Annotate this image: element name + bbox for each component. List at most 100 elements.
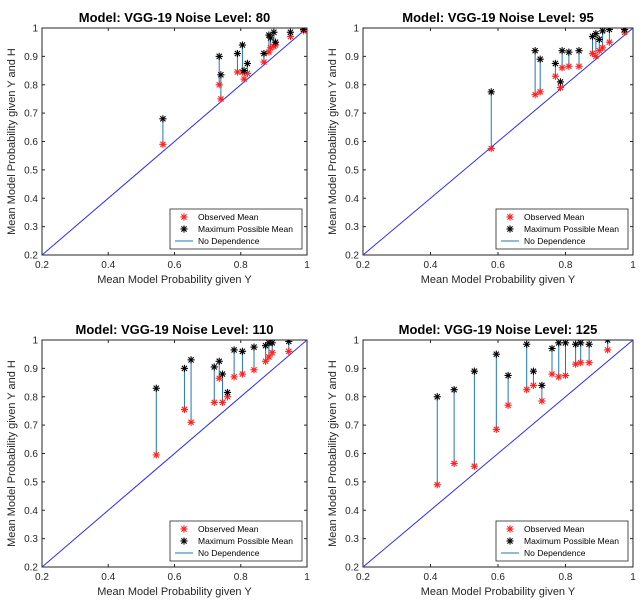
max-possible-mean-point (504, 371, 512, 380)
chart-title: Model: VGG-19 Noise Level: 80 (79, 10, 270, 25)
max-possible-mean-point (230, 346, 238, 354)
max-possible-mean-point (223, 388, 232, 397)
y-tick-label: 0.2 (24, 251, 38, 262)
max-possible-mean-point (572, 340, 580, 348)
max-possible-mean-point (260, 49, 268, 58)
legend-label: Maximum Possible Mean (198, 536, 293, 546)
no-dependence-line (42, 340, 307, 567)
observed-mean-point (556, 83, 565, 92)
observed-mean-point (572, 360, 580, 368)
x-tick-label: 0.4 (101, 260, 115, 271)
legend-observed-marker (180, 525, 188, 533)
y-tick-label: 0.8 (345, 392, 359, 403)
y-tick-label: 0.6 (24, 449, 38, 460)
legend-observed-marker (506, 525, 514, 533)
max-possible-mean-point (585, 340, 593, 348)
legend-max-marker (180, 537, 188, 545)
max-possible-mean-point (575, 47, 583, 55)
y-tick-label: 0.8 (345, 80, 359, 91)
x-tick-label: 0.8 (234, 260, 248, 271)
observed-mean-point (218, 398, 227, 407)
legend-label: Maximum Possible Mean (524, 536, 619, 546)
observed-mean-point (215, 374, 223, 382)
observed-mean-point (529, 381, 538, 389)
legend-label: No Dependence (198, 236, 260, 246)
observed-mean-point (577, 359, 585, 367)
observed-mean-point (230, 373, 238, 381)
legend-observed-marker (180, 213, 188, 221)
max-possible-mean-point (187, 356, 195, 364)
y-axis-label: Mean Model Probability given Y and H (6, 360, 18, 547)
x-axis-label: Mean Model Probability given Y (97, 586, 252, 598)
y-tick-label: 0.8 (24, 392, 38, 403)
y-tick-label: 0.8 (24, 80, 38, 91)
legend-box (169, 520, 303, 562)
x-tick-label: 0.8 (559, 572, 573, 583)
observed-mean-point (159, 140, 167, 148)
y-axis-label: Mean Model Probability given Y and H (6, 48, 18, 235)
legend-label: Observed Mean (198, 212, 259, 222)
observed-mean-point (585, 359, 593, 367)
x-tick-label: 0.2 (35, 260, 49, 271)
observed-mean-point (450, 459, 458, 468)
plot-area (363, 28, 633, 255)
max-possible-mean-point (538, 381, 546, 389)
max-possible-mean-point (159, 115, 167, 123)
observed-mean-point (260, 58, 268, 66)
x-tick-label: 1 (630, 260, 636, 271)
x-tick-label: 1 (304, 572, 310, 583)
observed-mean-point (487, 144, 495, 153)
max-possible-mean-point (271, 38, 280, 46)
x-tick-label: 0.2 (35, 572, 49, 583)
max-possible-mean-point (268, 340, 276, 347)
legend-label: Observed Mean (524, 212, 585, 222)
max-possible-mean-point (238, 41, 247, 49)
y-tick-label: 0.3 (24, 222, 38, 233)
legend-label: No Dependence (524, 548, 586, 558)
observed-mean-point (504, 401, 512, 409)
max-possible-mean-point (577, 340, 585, 347)
max-possible-mean-point (529, 367, 538, 375)
y-tick-label: 0.5 (24, 165, 38, 176)
legend-max-marker (180, 225, 188, 233)
legend-box (169, 208, 303, 250)
legend-label: No Dependence (198, 548, 260, 558)
observed-mean-point (180, 405, 189, 414)
max-possible-mean-point (548, 344, 556, 353)
x-tick-label: 0.6 (168, 572, 182, 583)
legend-max-marker (506, 225, 514, 233)
y-tick-label: 0.4 (24, 506, 38, 517)
observed-mean-point (210, 398, 218, 407)
max-possible-mean-point (604, 340, 612, 344)
x-tick-label: 0.6 (491, 260, 505, 271)
max-possible-mean-point (300, 28, 307, 34)
observed-mean-point (217, 95, 225, 103)
y-tick-label: 0.3 (24, 534, 38, 545)
y-tick-label: 0.3 (345, 222, 359, 233)
chart-title: Model: VGG-19 Noise Level: 95 (402, 10, 593, 25)
y-tick-label: 0.9 (345, 52, 359, 63)
max-possible-mean-point (215, 52, 223, 60)
legend-label: Observed Mean (524, 524, 585, 534)
observed-mean-point (561, 371, 570, 380)
observed-mean-point (286, 32, 295, 41)
y-tick-label: 0.3 (345, 534, 359, 545)
y-tick-label: 0.7 (345, 109, 359, 120)
max-possible-mean-point (450, 386, 458, 394)
y-axis-label: Mean Model Probability given Y and H (327, 360, 339, 547)
y-tick-label: 0.6 (345, 449, 359, 460)
x-axis-label: Mean Model Probability given Y (421, 586, 576, 598)
x-tick-label: 0.2 (356, 572, 370, 583)
x-tick-label: 1 (304, 260, 310, 271)
observed-mean-point (599, 44, 607, 52)
y-axis-label: Mean Model Probability given Y and H (327, 48, 339, 235)
observed-mean-point (285, 347, 293, 355)
legend: Observed Mean Maximum Possible Mean No Dep… (495, 208, 629, 250)
max-possible-mean-point (551, 59, 559, 68)
chart-title: Model: VGG-19 Noise Level: 125 (399, 322, 598, 337)
observed-mean-point (536, 88, 544, 96)
observed-mean-point (565, 62, 573, 70)
observed-mean-point (605, 38, 613, 46)
y-tick-label: 0.2 (345, 563, 359, 574)
y-tick-label: 0.5 (345, 165, 359, 176)
